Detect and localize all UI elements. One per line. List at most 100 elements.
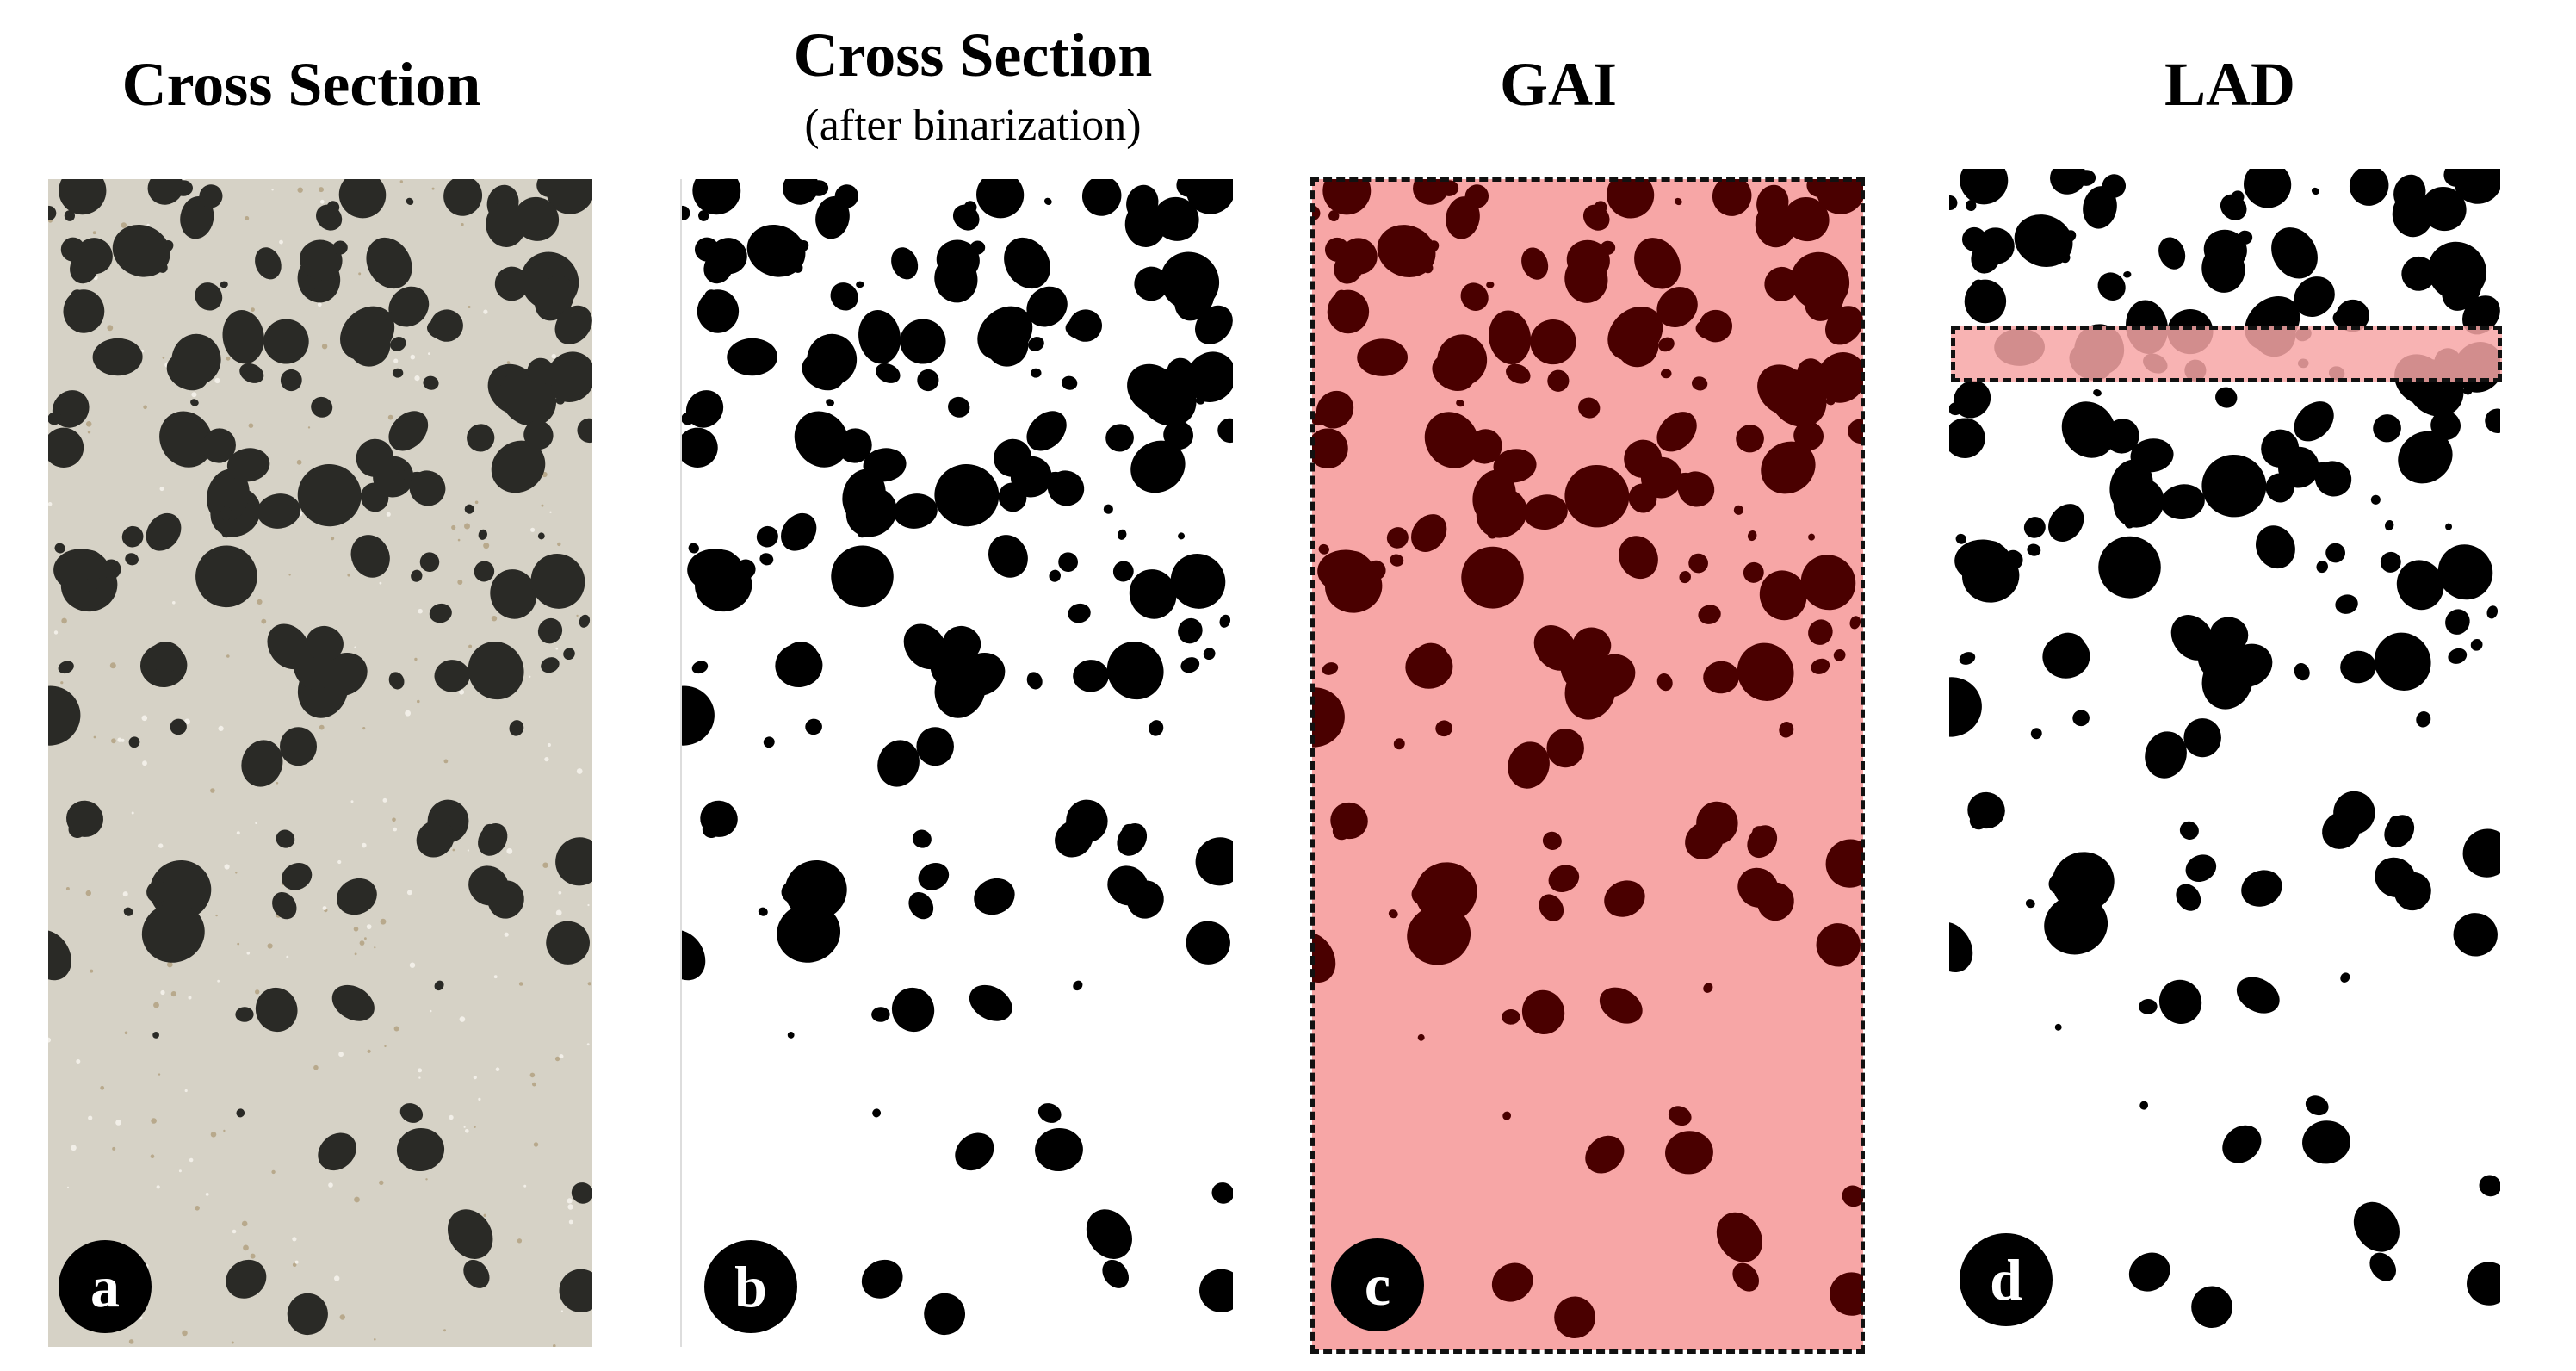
sand-speckle [292,1262,297,1267]
binary-particle [1186,179,1233,214]
sand-speckle [443,759,449,764]
binary-particle [856,506,868,521]
lad-particle [2311,187,2319,195]
sand-speckle [576,614,579,617]
sand-speckle [559,1054,564,1059]
lad-particle [2294,276,2335,318]
lad-particle [2179,821,2199,840]
lad-particle [2448,648,2468,664]
aggregate-particle [571,1182,592,1204]
aggregate-particle [332,240,348,255]
panel-d-title: LAD [2164,50,2295,119]
lad-particle [2316,560,2328,574]
aggregate-particle [280,727,317,766]
lad-particle [2109,459,2153,513]
aggregate-particle [123,907,133,916]
gai-particle [1414,642,1449,674]
binary-particle [856,281,864,288]
gai-particle [1424,412,1479,468]
binary-particle [1134,266,1169,301]
gai-particle [1732,1262,1760,1292]
gai-particle [1779,722,1794,738]
aggregate-particle [397,469,407,480]
sand-speckle [586,1043,590,1046]
gai-particle [1322,662,1339,675]
sand-speckle [191,392,197,398]
binary-particle [759,553,774,566]
sand-speckle [210,788,215,793]
lad-particle [2023,517,2046,538]
binary-particle [1122,823,1138,839]
sand-speckle [257,599,263,605]
binary-particle [908,891,934,920]
gai-particle [1712,179,1752,216]
aggregate-particle [523,420,554,450]
lad-particle [2215,268,2228,280]
sand-speckle [334,1275,340,1281]
aggregate-particle [546,921,590,965]
gai-particle [1322,179,1372,215]
gai-particle [1486,281,1495,288]
sand-speckle [248,423,254,429]
aggregate-particle [331,984,375,1021]
sand-speckle [425,1178,428,1181]
sand-speckle [255,822,257,824]
gai-particle [1752,826,1768,841]
aggregate-particle [546,179,592,214]
lad-particle [2340,972,2350,983]
gai-particle [1393,738,1405,750]
gai-particle [1688,553,1708,574]
binary-particle [1015,255,1028,268]
sand-speckle [124,1031,128,1035]
sand-speckle [214,377,220,384]
aggregate-particle [396,1127,445,1172]
gai-particle [1691,376,1708,391]
binary-particle [685,390,724,428]
binary-particle [698,210,709,221]
gai-particle [1318,543,1329,555]
binary-particle [1178,617,1203,644]
lad-particle [2349,169,2389,206]
gai-particle [1472,469,1516,524]
aggregate-particle [257,493,301,529]
aggregate-particle [59,179,107,215]
aggregate-particle [220,281,228,288]
aggregate-particle [478,823,508,856]
gai-particle [1848,419,1863,444]
binary-particle [838,428,872,463]
sand-speckle [418,608,423,614]
lad-particle [1978,541,2007,572]
lad-particle [2401,256,2437,291]
binary-particle [842,468,886,523]
lad-particle [2048,872,2071,895]
aggregate-particle [220,506,232,521]
sand-speckle [576,768,583,774]
sand-speckle [121,222,127,228]
gai-particle [1656,673,1673,692]
aggregate-particle [447,1209,493,1259]
binary-particle [863,448,907,482]
sand-speckle [554,1056,560,1062]
binary-particle [969,984,1012,1021]
aggregate-particle [190,399,199,406]
gai-particle [1390,554,1404,567]
gai-particle [1616,325,1659,368]
binary-particle [1211,1182,1233,1204]
aggregate-particle [377,255,390,268]
sand-speckle [286,955,289,958]
aggregate-particle [411,569,423,582]
lad-particle [1972,279,1985,294]
lad-particle [2445,609,2470,635]
sand-speckle [271,189,274,191]
sand-speckle [151,1118,157,1124]
sand-speckle [67,1186,69,1188]
binary-particle [1129,569,1177,619]
binary-particle [781,880,804,903]
binary-particle [682,929,706,981]
binary-particle [805,718,822,735]
sand-speckle [474,500,479,505]
sand-speckle [313,1064,319,1070]
sand-speckle [235,872,238,874]
binary-particle [1107,865,1149,906]
binary-particle [704,289,718,303]
